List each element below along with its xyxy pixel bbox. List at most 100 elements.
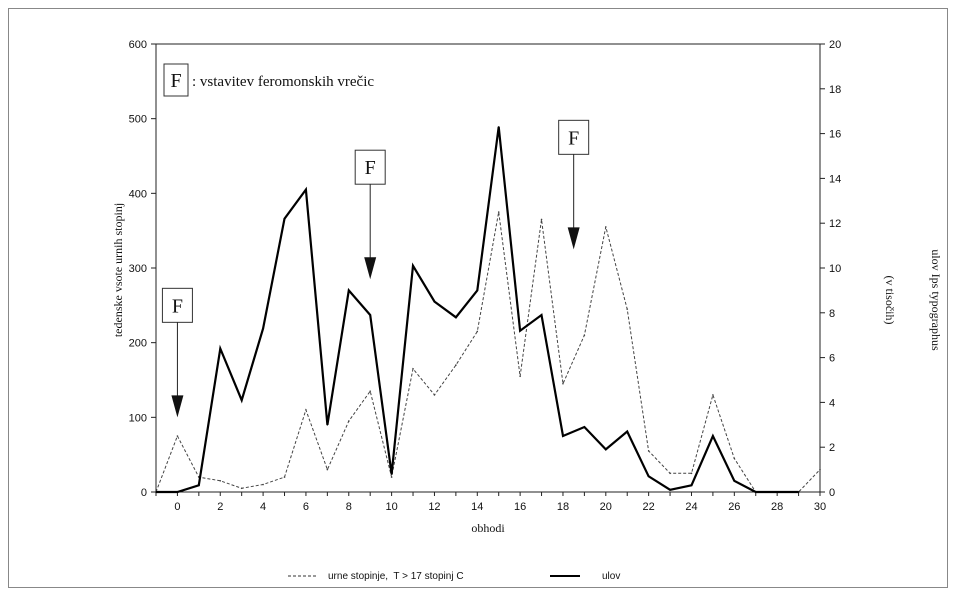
x-tick-label: 8: [346, 501, 352, 513]
series-line-ulov: [156, 126, 799, 494]
data-point-urne-stopinje: [326, 468, 329, 471]
data-point-urne-stopinje: [369, 390, 371, 393]
data-point-ulov: [583, 426, 586, 428]
data-point-urne-stopinje: [262, 483, 264, 486]
data-point-urne-stopinje: [219, 480, 222, 482]
y-right-tick-label: 4: [829, 397, 835, 409]
data-point-ulov: [626, 430, 629, 433]
data-point-urne-stopinje: [347, 420, 350, 422]
x-tick-label: 30: [814, 501, 826, 513]
data-point-urne-stopinje: [669, 472, 671, 475]
y-left-tick-label: 500: [129, 114, 147, 126]
data-point-urne-stopinje: [433, 394, 436, 396]
note-text: : vstavitev feromonskih vrečic: [192, 74, 374, 90]
data-point-ulov: [412, 264, 414, 267]
y-left-tick-label: 200: [129, 338, 147, 350]
y-right-tick-label: 16: [829, 129, 841, 141]
axes: 0 2 4 6 8 10 12 14 16 18 20 22 24 26 28 300100200300400…: [129, 39, 842, 513]
x-tick-label: 28: [771, 501, 783, 513]
y-right-tick-label: 6: [829, 353, 835, 365]
data-point-ulov: [690, 484, 693, 487]
y-right-tick-label: 18: [829, 84, 841, 96]
x-tick-label: 2: [217, 501, 223, 513]
data-point-ulov: [305, 188, 307, 191]
y-right-axis-sublabel: (v tisočih): [883, 276, 897, 325]
y-right-tick-label: 14: [829, 173, 841, 185]
y-left-tick-label: 400: [129, 188, 147, 200]
y-left-tick-label: 0: [141, 487, 147, 499]
data-point-ulov: [390, 473, 393, 475]
legend: urne stopinje, T > 17 stopinj C ulov: [288, 571, 620, 582]
data-point-ulov: [219, 347, 222, 350]
annotations-group: F F F: [161, 119, 590, 418]
x-tick-label: 22: [643, 501, 655, 513]
figure-frame: [8, 8, 948, 588]
legend-label-dashed: urne stopinje, T > 17 stopinj C: [328, 571, 464, 582]
x-tick-label: 20: [600, 501, 612, 513]
annotation-arrow-head: [171, 395, 184, 418]
y-right-tick-label: 12: [829, 218, 841, 230]
y-right-tick-label: 8: [829, 308, 835, 320]
data-point-ulov: [712, 435, 714, 437]
data-point-ulov: [455, 316, 457, 319]
y-right-tick-label: 10: [829, 263, 841, 275]
annotation-f-label: F: [172, 295, 183, 317]
x-axis-label: obhodi: [471, 521, 505, 535]
data-point-urne-stopinje: [240, 487, 243, 490]
x-tick-label: 18: [557, 501, 569, 513]
data-point-ulov: [155, 491, 157, 493]
data-point-urne-stopinje: [690, 472, 693, 475]
data-point-ulov: [433, 300, 436, 303]
data-point-ulov: [198, 484, 200, 487]
data-point-urne-stopinje: [819, 468, 821, 471]
series-group: [155, 126, 821, 494]
data-point-urne-stopinje: [605, 226, 607, 228]
data-point-urne-stopinje: [176, 435, 179, 437]
data-point-ulov: [776, 491, 778, 493]
x-tick-label: 24: [685, 501, 697, 513]
data-point-urne-stopinje: [519, 375, 521, 378]
data-point-ulov: [519, 329, 521, 332]
y-left-tick-label: 300: [129, 263, 147, 275]
annotation-arrow-head: [364, 257, 377, 280]
data-point-urne-stopinje: [712, 394, 714, 396]
data-point-urne-stopinje: [540, 218, 543, 221]
annotation-f-box: [161, 287, 193, 323]
x-tick-label: 12: [428, 501, 440, 513]
data-point-urne-stopinje: [455, 364, 457, 366]
data-point-ulov: [262, 327, 264, 330]
x-tick-label: 4: [260, 501, 266, 513]
y-right-tick-label: 2: [829, 442, 835, 454]
x-tick-label: 6: [303, 501, 309, 513]
y-right-axis-label: ulov Ips typographus: [929, 249, 943, 351]
data-point-ulov: [540, 314, 543, 316]
series-line-urne-stopinje: [155, 211, 821, 493]
note-f-box: [163, 63, 189, 97]
x-tick-label: 0: [174, 501, 180, 513]
data-point-ulov: [562, 435, 564, 437]
data-point-urne-stopinje: [626, 308, 629, 310]
data-point-urne-stopinje: [305, 409, 307, 411]
data-point-ulov: [369, 314, 371, 316]
y-left-tick-label: 100: [129, 412, 147, 424]
y-right-tick-label: 0: [829, 487, 835, 499]
data-point-ulov: [347, 289, 350, 292]
x-tick-label: 26: [728, 501, 740, 513]
data-point-urne-stopinje: [412, 368, 414, 370]
data-point-urne-stopinje: [390, 476, 393, 478]
note: F : vstavitev feromonskih vrečic: [163, 63, 374, 97]
data-point-ulov: [754, 491, 757, 493]
annotation-arrow-head: [567, 227, 580, 250]
data-point-ulov: [240, 399, 243, 401]
data-point-ulov: [797, 491, 800, 493]
data-point-ulov: [476, 289, 479, 292]
legend-label-solid: ulov: [602, 571, 620, 582]
annotation-f-label: F: [568, 127, 579, 149]
annotation-f-box: [354, 149, 386, 185]
data-point-urne-stopinje: [647, 450, 650, 452]
data-point-ulov: [326, 424, 329, 426]
data-point-ulov: [605, 448, 607, 451]
data-point-ulov: [733, 480, 736, 482]
data-point-urne-stopinje: [562, 382, 564, 385]
